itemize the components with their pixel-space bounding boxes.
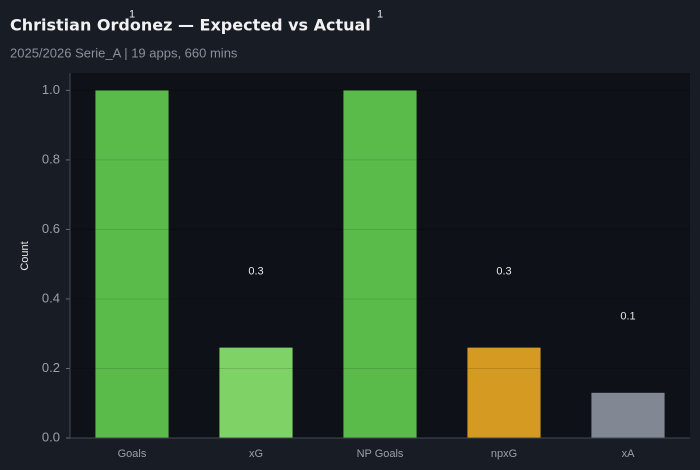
x-tick-label: xG [249, 448, 263, 460]
bar [343, 90, 417, 438]
bar [591, 392, 665, 438]
x-tick-label: NP Goals [357, 448, 404, 460]
bar [95, 90, 169, 438]
y-tick-label: 0.4 [42, 290, 60, 305]
x-tick-label: Goals [118, 448, 147, 460]
x-tick-label: xA [622, 448, 636, 460]
y-axis-label: Count [19, 241, 31, 270]
chart-subtitle: 2025/2026 Serie_A | 19 apps, 660 mins [10, 45, 238, 60]
y-tick-label: 0.6 [42, 221, 60, 236]
value-label: 1 [129, 8, 135, 20]
bar [219, 347, 293, 438]
value-label: 1 [377, 8, 383, 20]
x-tick-label: npxG [491, 448, 517, 460]
y-tick-label: 0.8 [42, 151, 60, 166]
bar [467, 347, 541, 438]
y-tick-label: 1.0 [42, 82, 60, 97]
y-tick-label: 0.2 [42, 360, 60, 375]
chart-title: Christian Ordonez — Expected vs Actual [10, 16, 371, 35]
y-tick-label: 0.0 [42, 429, 60, 444]
value-label: 0.1 [620, 311, 635, 323]
value-label: 0.3 [248, 266, 263, 278]
value-label: 0.3 [496, 266, 511, 278]
